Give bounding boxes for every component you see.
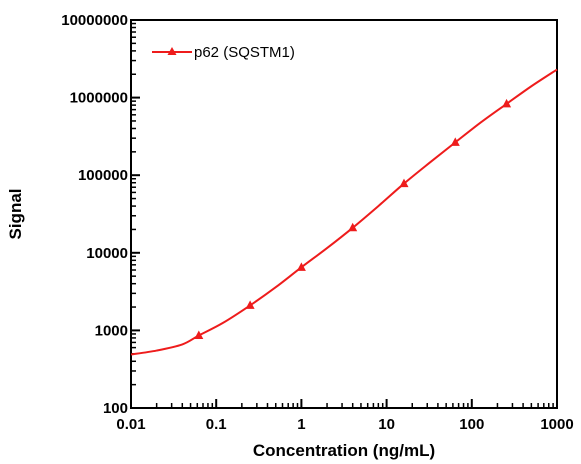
legend-marker	[167, 47, 177, 55]
y-tick-label: 10000	[86, 245, 128, 262]
y-tick-label: 1000	[95, 322, 128, 339]
x-tick-label: 10	[378, 416, 395, 433]
data-point-marker	[450, 137, 460, 146]
data-point-marker	[348, 222, 358, 232]
data-point-marker	[245, 300, 255, 309]
x-tick-label: 100	[459, 416, 484, 433]
y-axis-title: Signal	[6, 188, 25, 239]
y-tick-label: 1000000	[70, 90, 128, 107]
x-tick-label: 0.01	[116, 416, 145, 433]
x-tick-label: 0.1	[206, 416, 227, 433]
y-tick-label: 100000	[78, 167, 128, 184]
x-tick-label: 1000	[540, 416, 573, 433]
legend: p62 (SQSTM1)	[152, 44, 295, 61]
x-axis: 0.01 0.1 1 10 100 1000	[116, 399, 574, 433]
legend-label: p62 (SQSTM1)	[194, 44, 295, 61]
y-axis: 100 1000 10000 100000 1000000 10000000	[61, 12, 140, 417]
data-point-marker	[502, 98, 512, 108]
x-axis-title: Concentration (ng/mL)	[253, 441, 435, 460]
plot-area-frame	[130, 19, 558, 409]
y-tick-label: 10000000	[61, 12, 128, 29]
data-point-marker	[399, 178, 409, 188]
series-fit-curve	[130, 68, 558, 356]
series-layer	[130, 68, 558, 356]
data-point-marker	[296, 262, 306, 271]
y-tick-label: 100	[103, 400, 128, 417]
data-point-marker	[194, 330, 204, 339]
x-tick-label: 1	[297, 416, 305, 433]
